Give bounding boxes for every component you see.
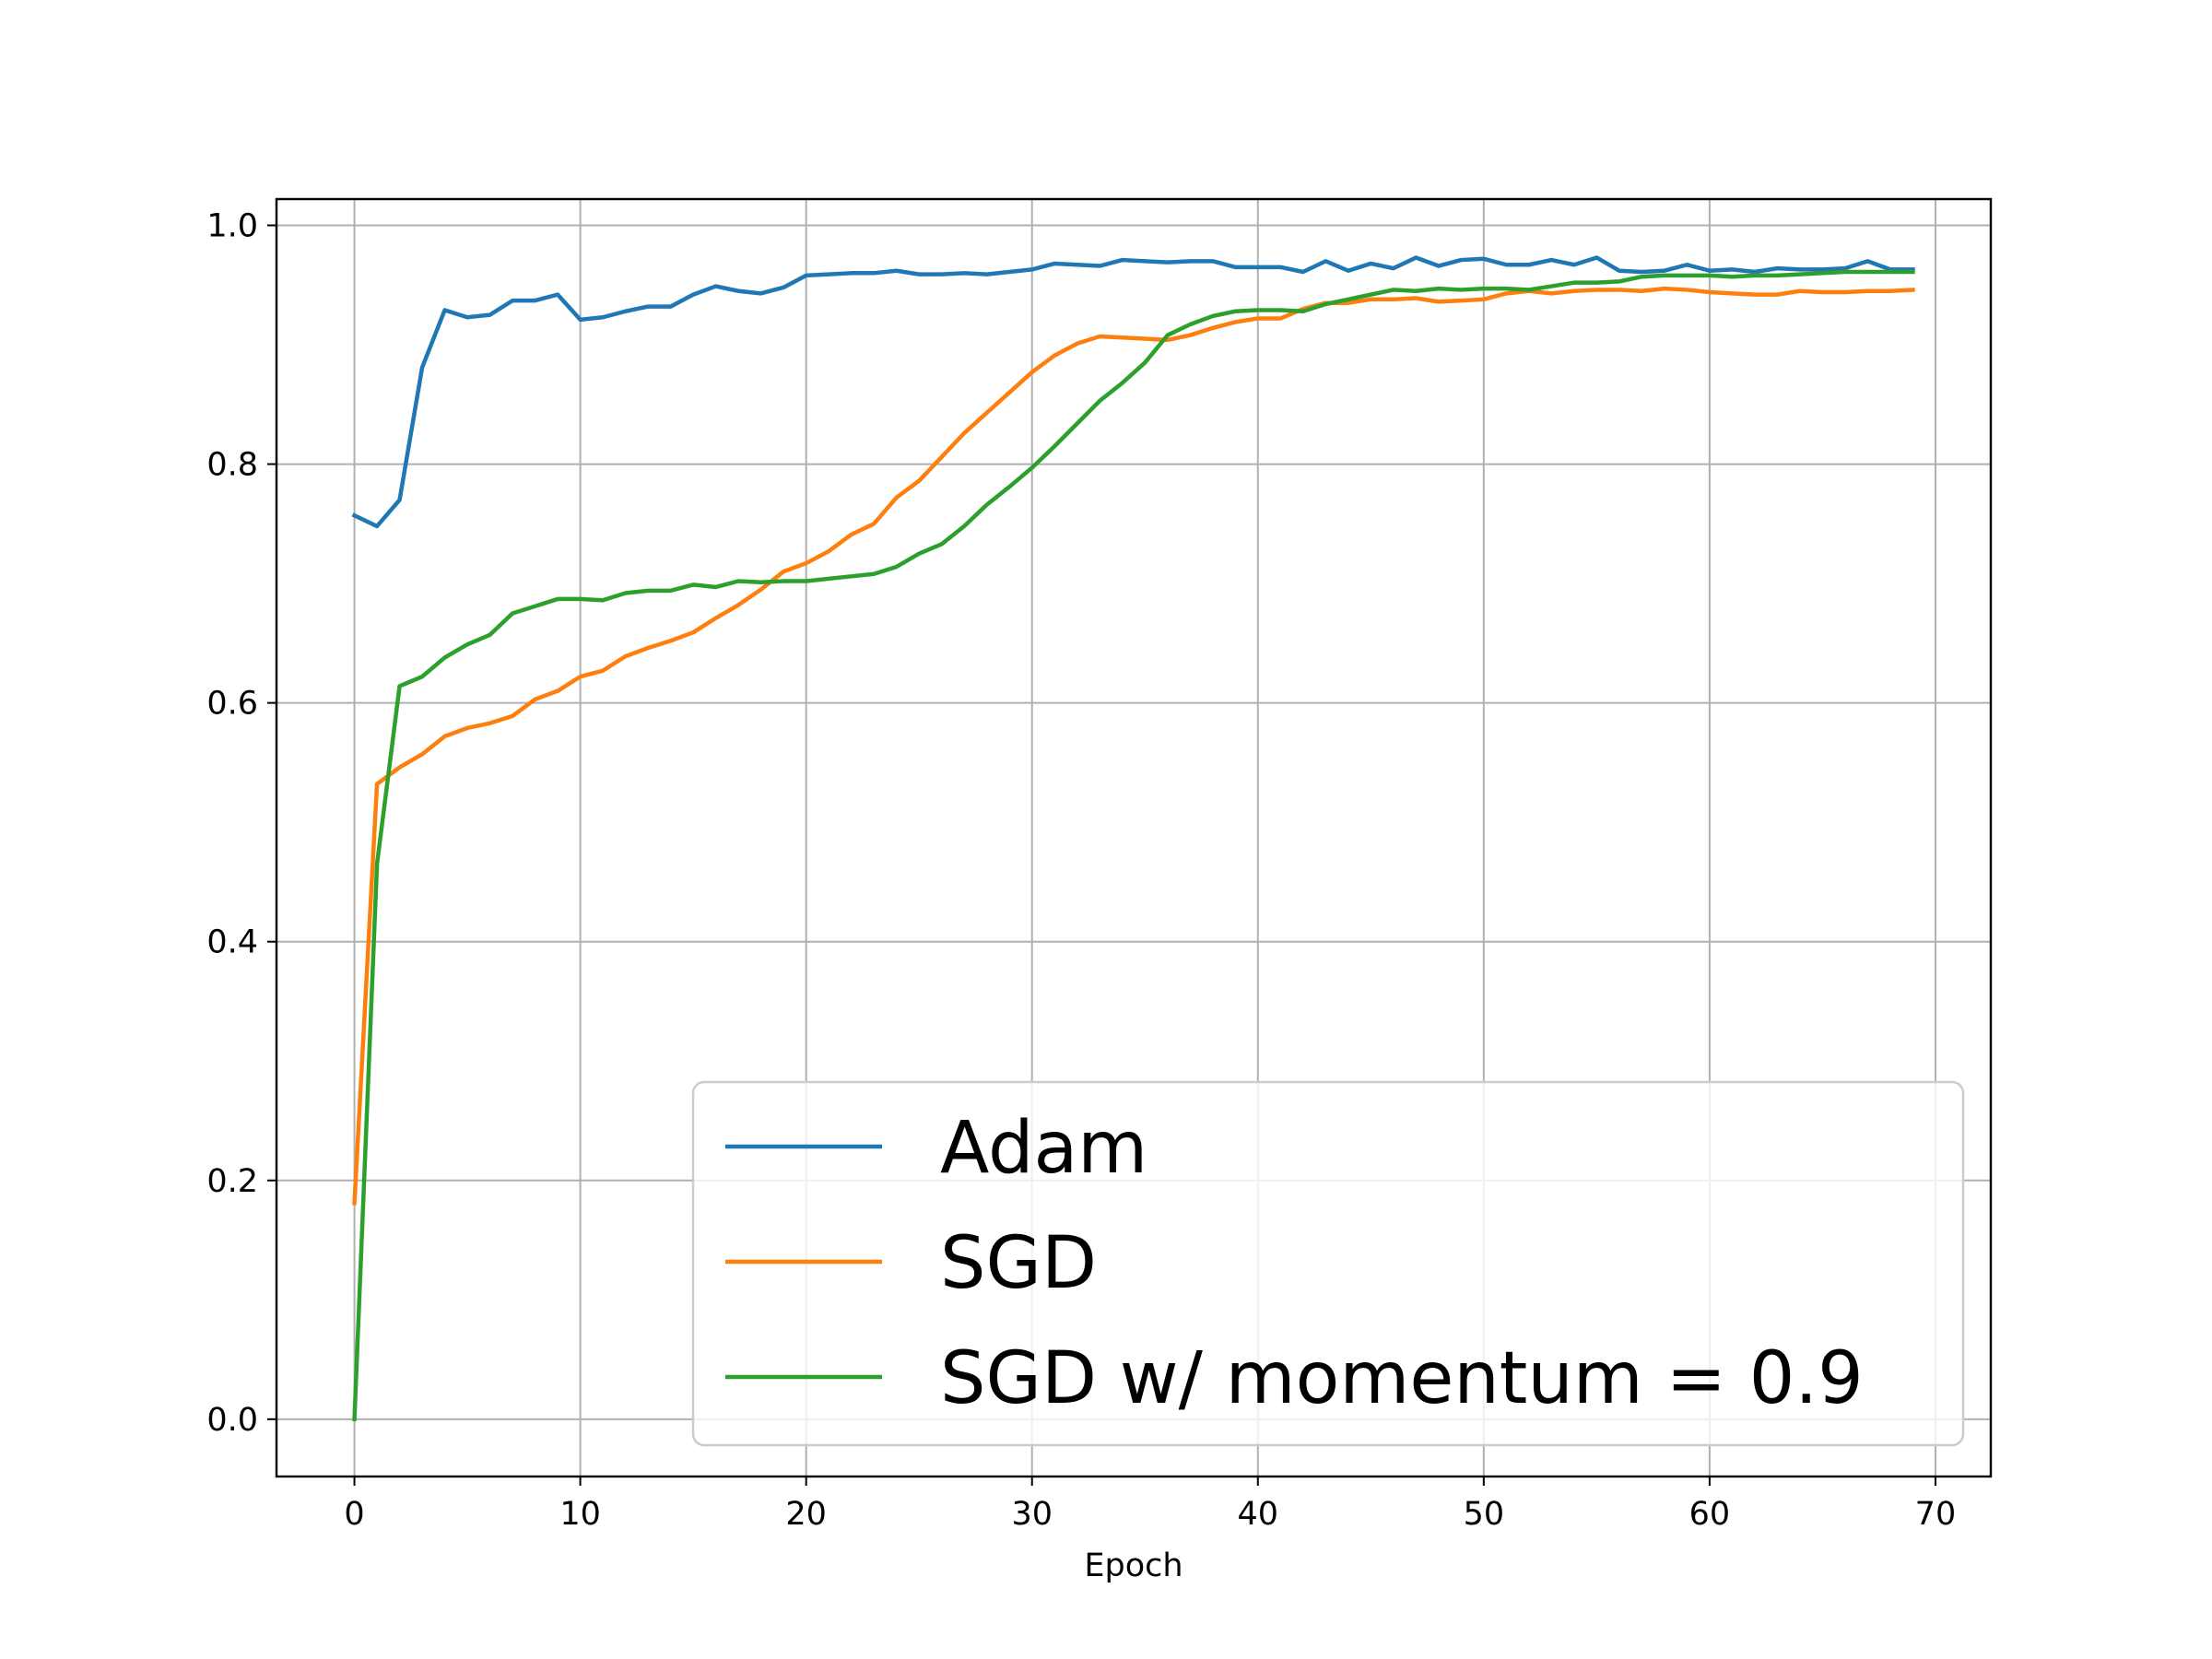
x-tick-label: 20 <box>785 1496 827 1533</box>
y-tick-label: 1.0 <box>206 207 258 244</box>
x-tick-label: 10 <box>559 1496 601 1533</box>
x-tick-label: 0 <box>344 1496 364 1533</box>
y-tick-label: 0.8 <box>206 447 258 484</box>
x-tick-label: 50 <box>1464 1496 1505 1533</box>
y-tick-label: 0.4 <box>206 924 258 961</box>
series-line <box>352 269 1915 1422</box>
axis-ticks: 0 10 20 30 40 50 60 70 0.0 0.2 0.4 0.6 0.8 1.0 <box>206 207 1956 1533</box>
legend: Adam SGD SGD w/ momentum = 0.9 <box>691 1080 1965 1447</box>
legend-label: Adam <box>940 1107 1147 1190</box>
series-lines <box>351 255 1915 1422</box>
x-tick-label: 40 <box>1238 1496 1279 1533</box>
y-tick-label: 0.2 <box>206 1163 258 1200</box>
x-tick-label: 70 <box>1915 1496 1957 1533</box>
x-tick-label: 30 <box>1011 1496 1053 1533</box>
x-tick-label: 60 <box>1689 1496 1731 1533</box>
series-line <box>351 255 1915 529</box>
legend-label: SGD <box>940 1222 1097 1305</box>
plot-frame <box>275 197 1993 1478</box>
legend-label: SGD w/ momentum = 0.9 <box>940 1337 1864 1420</box>
x-axis-label: Epoch <box>1084 1547 1182 1584</box>
y-tick-label: 0.6 <box>206 686 258 723</box>
y-tick-label: 0.0 <box>206 1402 258 1439</box>
series-line <box>352 286 1915 1206</box>
legend-box <box>691 1080 1965 1447</box>
